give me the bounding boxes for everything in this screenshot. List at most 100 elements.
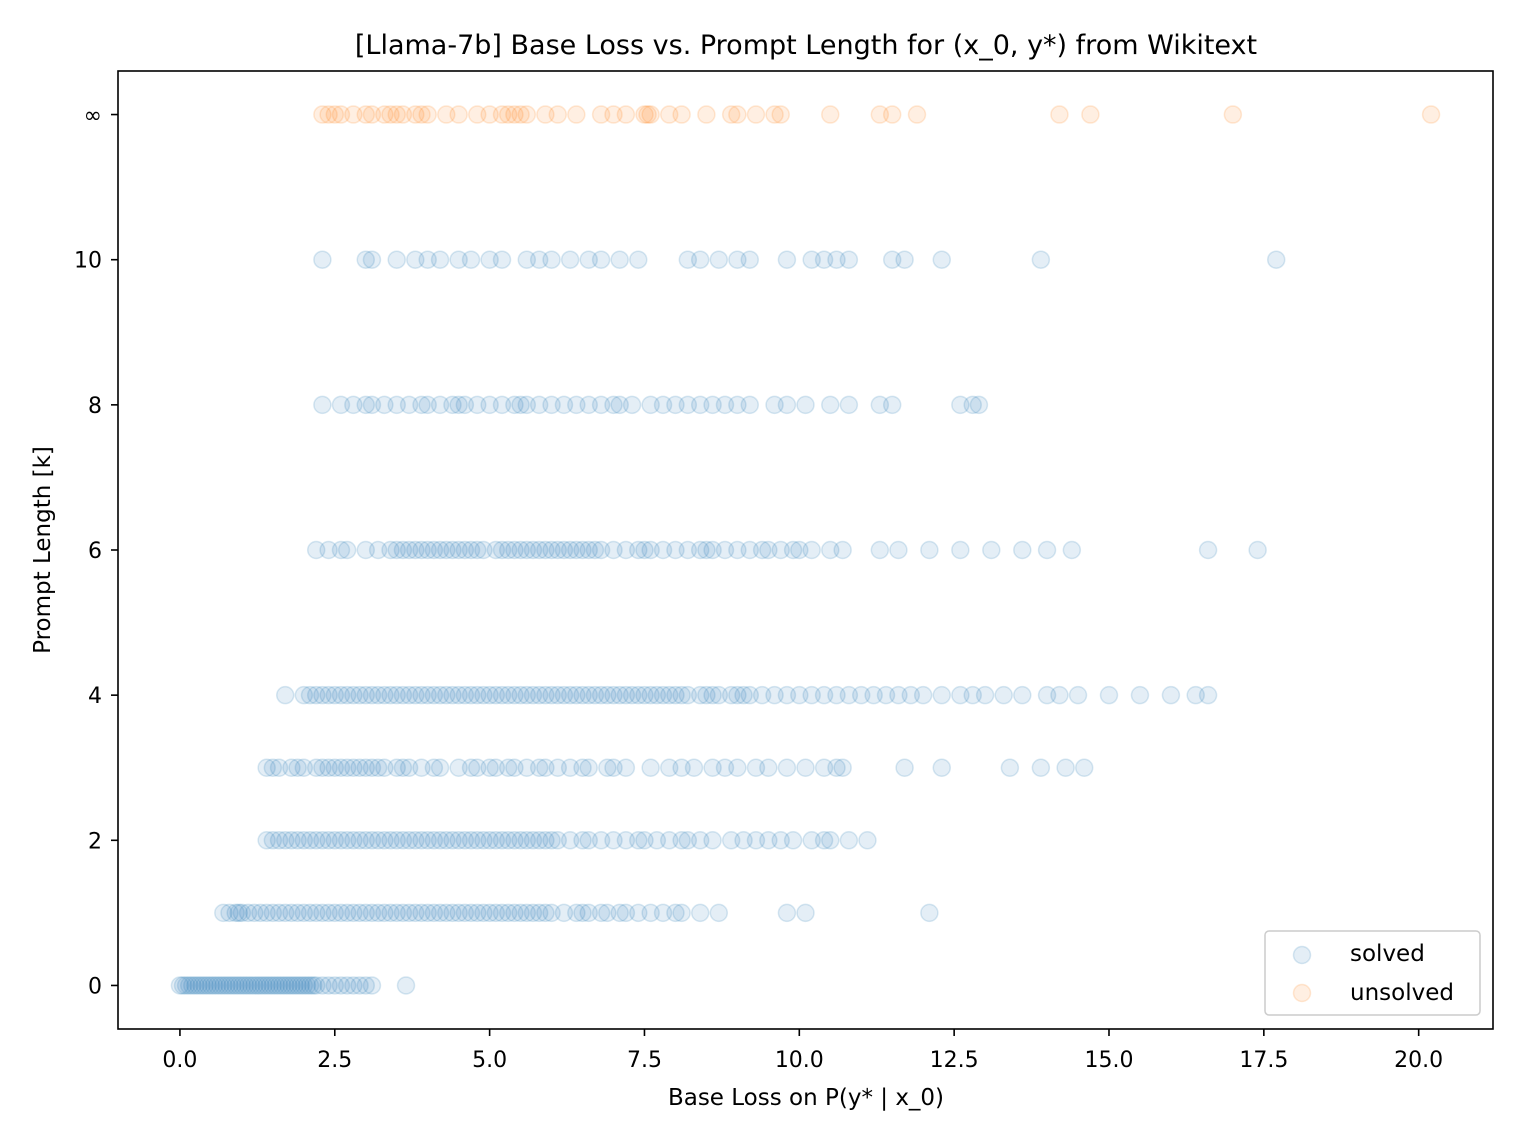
point-solved-8-32	[678, 395, 698, 415]
point-solved-1-40	[455, 903, 475, 923]
point-solved-6-8	[393, 540, 413, 560]
point-unsolved-12-45	[1081, 105, 1100, 124]
point-solved-6-31	[542, 540, 561, 560]
point-solved-2-32	[455, 831, 475, 850]
point-solved-0-20	[232, 976, 252, 995]
point-solved-8-25	[591, 395, 611, 415]
point-solved-2-34	[467, 831, 487, 850]
point-solved-2-39	[498, 831, 518, 850]
point-solved-1-7	[251, 903, 270, 923]
point-solved-0-33	[272, 976, 292, 995]
point-solved-10-20	[690, 250, 710, 269]
point-solved-1-53	[536, 903, 555, 923]
point-solved-1-16	[306, 903, 326, 923]
point-solved-1-19	[325, 903, 345, 923]
point-solved-2-11	[325, 831, 345, 850]
point-solved-6-67	[1013, 540, 1032, 560]
point-solved-4-2	[300, 685, 320, 705]
point-solved-2-67	[783, 831, 803, 850]
point-solved-10-21	[709, 250, 729, 269]
point-solved-1-36	[430, 903, 450, 923]
point-solved-4-34	[498, 685, 518, 705]
x-tick-label: 5.0	[472, 1048, 507, 1073]
x-tick-label: 15.0	[1084, 1048, 1133, 1073]
point-solved-1-8	[257, 903, 276, 923]
point-unsolved-12-2	[325, 105, 345, 124]
point-solved-6-20	[467, 540, 487, 560]
point-solved-4-62	[672, 685, 691, 705]
point-unsolved-12-46	[1223, 105, 1243, 124]
point-unsolved-12-14	[437, 105, 456, 124]
x-tick-label: 20.0	[1394, 1048, 1443, 1073]
point-solved-8-28	[622, 395, 642, 415]
point-solved-3-41	[641, 758, 660, 777]
point-solved-4-18	[399, 685, 419, 705]
point-solved-4-87	[951, 685, 970, 705]
point-solved-4-49	[591, 685, 611, 705]
point-solved-3-39	[604, 758, 623, 777]
point-solved-8-0	[313, 395, 332, 415]
point-solved-10-3	[387, 250, 406, 269]
point-solved-3-3	[282, 758, 301, 777]
point-solved-6-71	[1248, 540, 1267, 560]
point-solved-6-58	[790, 540, 809, 560]
point-unsolved-12-7	[375, 105, 394, 124]
point-solved-6-42	[629, 540, 648, 560]
point-solved-0-25	[248, 976, 267, 995]
point-solved-4-22	[424, 685, 444, 705]
point-solved-4-59	[653, 685, 673, 705]
point-solved-1-33	[412, 903, 431, 923]
point-unsolved-12-0	[313, 105, 332, 124]
x-axis-label: Base Loss on P(y* | x_0)	[668, 1085, 944, 1111]
point-solved-4-99	[1198, 685, 1218, 705]
point-solved-0-22	[238, 976, 258, 995]
point-solved-4-84	[901, 685, 921, 705]
point-solved-1-24	[356, 903, 375, 923]
point-solved-10-27	[827, 250, 846, 269]
point-solved-0-43	[303, 976, 323, 995]
point-solved-1-26	[368, 903, 388, 923]
point-solved-6-14	[430, 540, 450, 560]
point-solved-3-1	[263, 758, 283, 777]
point-solved-2-59	[678, 831, 698, 850]
point-solved-1-60	[598, 903, 617, 923]
point-solved-1-54	[542, 903, 561, 923]
legend-label-solved: solved	[1350, 941, 1425, 967]
point-solved-0-6	[189, 976, 208, 995]
point-unsolved-12-33	[672, 105, 691, 124]
point-solved-0-46	[319, 976, 338, 995]
point-solved-10-14	[560, 250, 580, 269]
point-solved-4-0	[275, 685, 295, 705]
point-solved-6-26	[511, 540, 530, 560]
point-solved-1-46	[492, 903, 512, 923]
point-solved-3-30	[505, 758, 524, 777]
point-solved-6-19	[461, 540, 481, 560]
point-solved-8-36	[728, 395, 747, 415]
point-solved-10-17	[610, 250, 629, 269]
point-solved-0-17	[223, 976, 242, 995]
point-solved-2-16	[356, 831, 375, 850]
point-solved-3-56	[932, 758, 952, 777]
point-solved-1-0	[214, 903, 233, 923]
point-solved-4-91	[1013, 685, 1032, 705]
point-solved-4-60	[659, 685, 679, 705]
point-solved-8-9	[418, 395, 437, 415]
point-solved-4-39	[529, 685, 549, 705]
legend-box	[1264, 930, 1481, 1016]
point-solved-4-55	[629, 685, 648, 705]
point-solved-2-10	[319, 831, 338, 850]
point-unsolved-12-1	[319, 105, 338, 124]
point-unsolved-12-18	[492, 105, 512, 124]
point-solved-4-76	[802, 685, 821, 705]
point-solved-4-50	[598, 685, 617, 705]
point-solved-8-42	[839, 395, 859, 415]
point-solved-3-34	[548, 758, 567, 777]
point-solved-3-25	[461, 758, 481, 777]
point-solved-4-96	[1130, 685, 1150, 705]
point-solved-4-20	[412, 685, 431, 705]
point-unsolved-12-42	[882, 105, 902, 124]
point-solved-0-29	[260, 976, 279, 995]
point-solved-4-69	[728, 685, 747, 705]
point-solved-3-24	[449, 758, 468, 777]
